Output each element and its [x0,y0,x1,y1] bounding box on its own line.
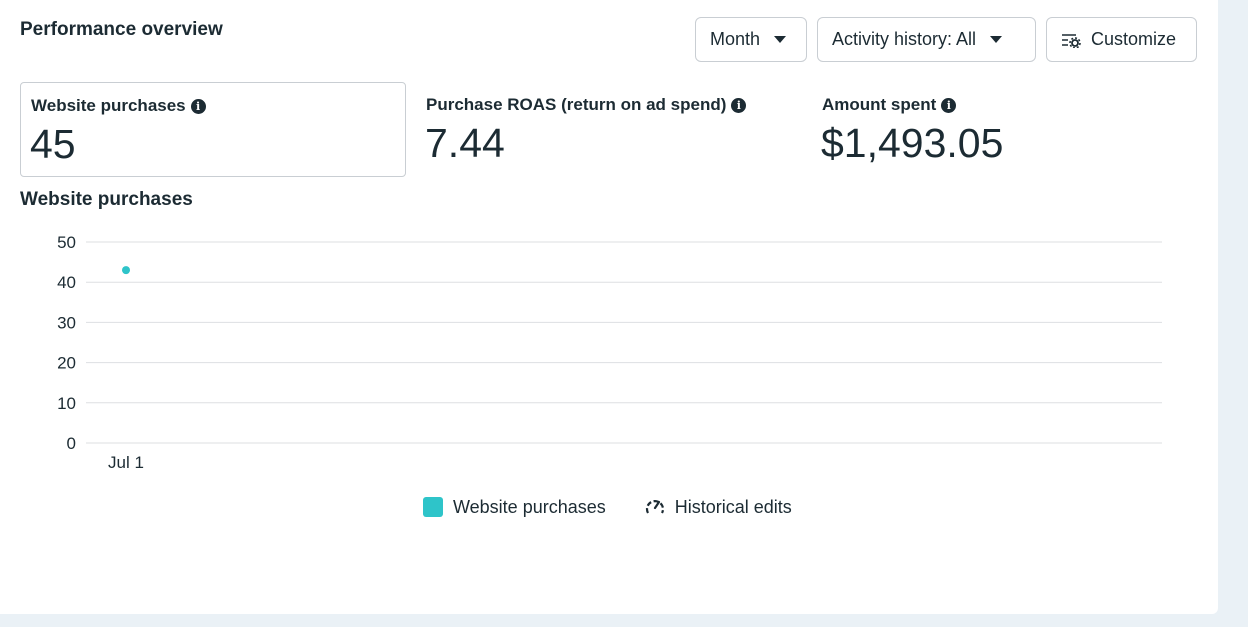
metric-card-amount-spent[interactable]: Amount spent i $1,493.05 [812,82,1192,177]
info-icon[interactable]: i [731,97,747,113]
customize-icon [1062,33,1081,48]
metric-value: 45 [30,121,76,167]
metric-label: Amount spent i [822,95,957,115]
metric-value: 7.44 [425,120,505,166]
metric-label-text: Purchase ROAS (return on ad spend) [426,95,727,114]
page-title: Performance overview [20,19,223,40]
purchases-chart: 0 10 20 30 40 50 Jul 1 [57,233,1162,472]
performance-panel: Performance overview Month Activity hist… [0,0,1218,614]
customize-button[interactable]: Customize [1046,17,1197,62]
chart-title: Website purchases [20,189,193,210]
gauge-icon [645,500,664,514]
legend-series-label: Website purchases [453,496,606,517]
metric-card-website-purchases[interactable]: Website purchases i 45 [20,82,406,177]
legend-edits-label: Historical edits [674,496,792,517]
customize-label: Customize [1091,29,1177,49]
metric-label-text: Amount spent [822,95,937,114]
legend-swatch [423,497,443,517]
metric-label: Website purchases i [31,96,206,116]
y-tick-label: 40 [57,273,76,292]
metric-value: $1,493.05 [821,120,1004,166]
info-icon[interactable]: i [941,97,957,113]
metric-card-purchase-roas[interactable]: Purchase ROAS (return on ad spend) i 7.4… [416,82,796,177]
legend-item-series[interactable]: Website purchases [423,497,606,518]
activity-history-label: Activity history: All [832,29,977,49]
chart-legend: Website purchases Historical edits [423,496,830,518]
period-dropdown[interactable]: Month [695,17,807,62]
legend-item-historical-edits[interactable]: Historical edits [644,496,792,518]
y-tick-label: 0 [67,434,76,453]
y-tick-label: 30 [57,313,76,332]
x-tick-label: Jul 1 [108,453,144,472]
activity-history-dropdown[interactable]: Activity history: All [817,17,1036,62]
y-tick-label: 50 [57,233,76,252]
caret-down-icon [990,36,1003,43]
metric-label-text: Website purchases [31,96,186,115]
y-tick-label: 10 [57,394,76,413]
caret-down-icon [774,36,787,43]
data-point[interactable] [122,266,130,275]
y-tick-label: 20 [57,354,76,373]
metric-label: Purchase ROAS (return on ad spend) i [426,95,747,115]
info-icon[interactable]: i [190,98,206,114]
period-dropdown-label: Month [710,29,761,49]
